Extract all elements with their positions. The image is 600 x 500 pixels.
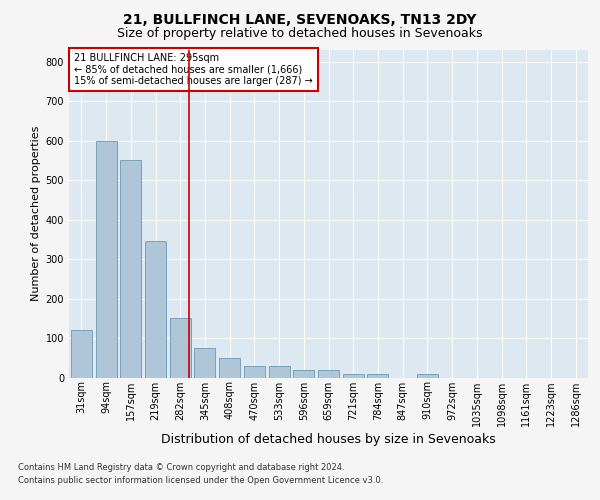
Text: Size of property relative to detached houses in Sevenoaks: Size of property relative to detached ho…: [117, 28, 483, 40]
Text: Contains public sector information licensed under the Open Government Licence v3: Contains public sector information licen…: [18, 476, 383, 485]
Bar: [145, 242, 166, 378]
Bar: [269, 366, 290, 378]
Bar: [194, 348, 215, 378]
Text: Contains HM Land Registry data © Crown copyright and database right 2024.: Contains HM Land Registry data © Crown c…: [18, 462, 344, 471]
Bar: [343, 374, 364, 378]
Bar: [219, 358, 240, 378]
Text: 21, BULLFINCH LANE, SEVENOAKS, TN13 2DY: 21, BULLFINCH LANE, SEVENOAKS, TN13 2DY: [123, 12, 477, 26]
Bar: [417, 374, 438, 378]
Text: 21 BULLFINCH LANE: 295sqm
← 85% of detached houses are smaller (1,666)
15% of se: 21 BULLFINCH LANE: 295sqm ← 85% of detac…: [74, 54, 313, 86]
Bar: [95, 141, 116, 378]
Bar: [318, 370, 339, 378]
Bar: [293, 370, 314, 378]
Y-axis label: Number of detached properties: Number of detached properties: [31, 126, 41, 302]
Bar: [71, 330, 92, 378]
Bar: [170, 318, 191, 378]
Text: Distribution of detached houses by size in Sevenoaks: Distribution of detached houses by size …: [161, 432, 496, 446]
Bar: [244, 366, 265, 378]
Bar: [367, 374, 388, 378]
Bar: [120, 160, 141, 378]
